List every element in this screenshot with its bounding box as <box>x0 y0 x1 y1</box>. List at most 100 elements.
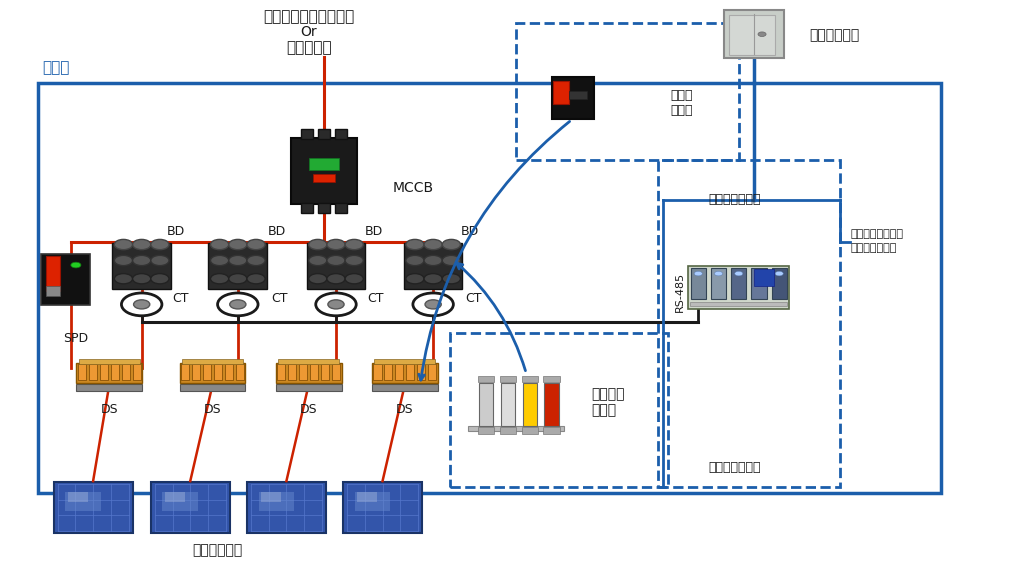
Bar <box>41 254 90 305</box>
Bar <box>753 269 773 286</box>
Circle shape <box>247 239 265 250</box>
Bar <box>728 15 774 55</box>
Bar <box>261 492 281 502</box>
Bar <box>132 364 141 380</box>
Bar <box>467 426 563 431</box>
Bar <box>395 364 403 380</box>
Circle shape <box>217 293 258 316</box>
Circle shape <box>114 239 132 250</box>
Bar <box>192 364 200 380</box>
Bar <box>354 492 390 511</box>
Bar <box>544 383 558 426</box>
Bar <box>384 364 392 380</box>
Bar <box>521 376 537 382</box>
Text: オプション対応: オプション対応 <box>708 193 760 206</box>
Bar <box>690 302 787 306</box>
Bar <box>499 376 516 382</box>
Text: RS-485: RS-485 <box>674 272 684 312</box>
Circle shape <box>210 255 228 266</box>
Bar <box>258 492 294 511</box>
Text: 計測機器用電源は: 計測機器用電源は <box>849 229 902 239</box>
Text: CT: CT <box>172 292 188 305</box>
Bar <box>100 364 108 380</box>
Circle shape <box>114 274 132 284</box>
Circle shape <box>247 274 265 284</box>
Circle shape <box>442 274 460 284</box>
Bar <box>317 203 330 213</box>
Circle shape <box>424 255 442 266</box>
Bar <box>543 427 559 434</box>
Circle shape <box>210 274 228 284</box>
Bar <box>690 268 706 299</box>
Bar <box>306 243 365 289</box>
Bar <box>357 492 377 502</box>
Bar <box>335 129 347 139</box>
Circle shape <box>442 255 460 266</box>
Bar <box>179 363 245 383</box>
Bar <box>65 492 101 511</box>
Bar <box>551 77 593 120</box>
Circle shape <box>132 255 151 266</box>
Bar <box>478 383 492 426</box>
Circle shape <box>714 271 722 276</box>
Text: MCCB: MCCB <box>392 181 434 195</box>
Bar <box>543 376 559 382</box>
Bar <box>275 363 341 383</box>
Text: BD: BD <box>167 225 185 238</box>
Bar <box>45 286 60 296</box>
Circle shape <box>345 239 363 250</box>
Circle shape <box>734 271 742 276</box>
Circle shape <box>315 293 356 316</box>
Bar <box>477 376 493 382</box>
Text: DS: DS <box>100 403 118 416</box>
Circle shape <box>405 255 424 266</box>
Bar <box>165 492 185 502</box>
Circle shape <box>308 239 327 250</box>
Bar <box>309 364 317 380</box>
Text: ヒューズ
対応可: ヒューズ 対応可 <box>590 387 624 417</box>
Bar <box>312 174 335 182</box>
Bar <box>374 359 435 364</box>
Bar <box>151 482 229 533</box>
Bar <box>300 129 312 139</box>
Circle shape <box>114 255 132 266</box>
Bar <box>372 363 437 383</box>
Bar <box>224 364 233 380</box>
Bar <box>76 363 142 383</box>
Text: SPD: SPD <box>64 332 88 345</box>
Text: CT: CT <box>465 292 481 305</box>
Text: CT: CT <box>271 292 287 305</box>
Bar <box>730 268 746 299</box>
Bar <box>275 384 341 391</box>
Bar <box>299 364 307 380</box>
Circle shape <box>132 274 151 284</box>
Circle shape <box>228 255 247 266</box>
Text: ストリング計測: ストリング計測 <box>708 461 760 474</box>
Bar <box>38 83 940 493</box>
Circle shape <box>405 239 424 250</box>
Bar <box>182 359 243 364</box>
Text: Or: Or <box>300 26 316 39</box>
Bar <box>500 383 515 426</box>
Bar <box>181 364 189 380</box>
Text: BD: BD <box>364 225 382 238</box>
Circle shape <box>133 300 150 309</box>
Bar <box>278 359 339 364</box>
Bar <box>247 482 326 533</box>
Circle shape <box>151 274 169 284</box>
Bar <box>308 158 339 170</box>
Bar <box>770 268 787 299</box>
Text: パワーコンディショナ: パワーコンディショナ <box>263 10 354 25</box>
Circle shape <box>132 239 151 250</box>
Bar <box>89 364 97 380</box>
Bar <box>78 364 86 380</box>
Circle shape <box>327 255 345 266</box>
Circle shape <box>442 239 460 250</box>
Text: 開閉器
対応可: 開閉器 対応可 <box>669 88 692 117</box>
Circle shape <box>425 300 441 309</box>
Circle shape <box>121 293 162 316</box>
Bar <box>687 267 789 309</box>
Bar <box>112 243 171 289</box>
Bar <box>403 243 462 289</box>
Circle shape <box>412 293 453 316</box>
